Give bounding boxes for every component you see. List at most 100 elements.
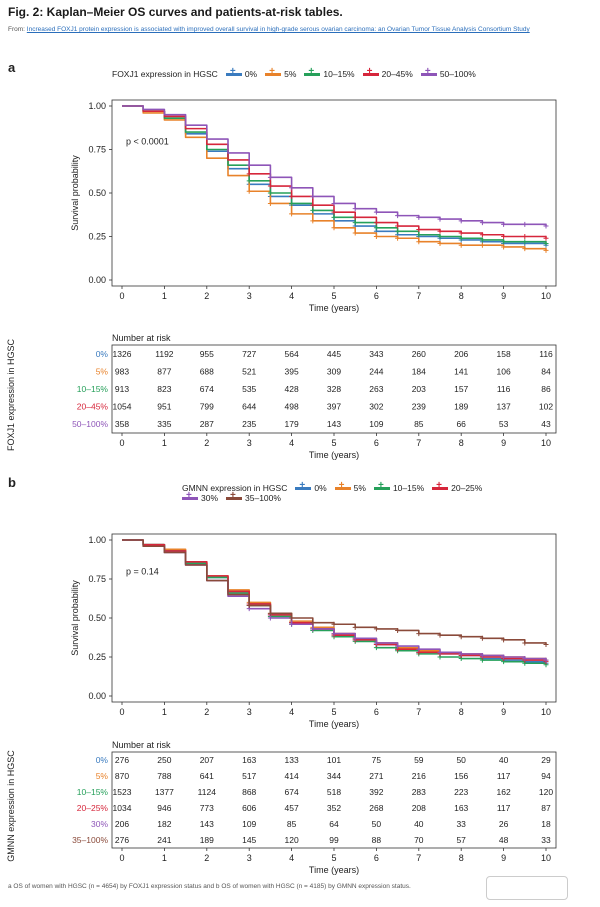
risk-count: 59: [414, 755, 424, 765]
risk-count: 120: [285, 835, 299, 845]
censor-mark-a: [352, 230, 358, 236]
legend-b-swatch: [432, 480, 449, 491]
censor-mark-a: [479, 232, 485, 238]
risk-count: 283: [412, 787, 426, 797]
legend-a-swatch: [420, 66, 437, 77]
risk-count: 70: [414, 835, 424, 845]
source-article-link[interactable]: Increased FOXJ1 protein expression is as…: [26, 26, 530, 33]
censor-mark-a: [479, 242, 485, 248]
censor-mark-b: [289, 621, 295, 627]
risk-count: 1523: [113, 787, 132, 797]
risk-x-tick-label: 6: [374, 438, 379, 448]
legend-b-swatch: [295, 480, 312, 491]
risk-count: 302: [369, 402, 383, 412]
censor-mark-a: [501, 244, 507, 250]
x-tick-label: 1: [162, 707, 167, 717]
censor-mark-a: [522, 221, 528, 227]
risk-x-tick-label: 8: [459, 853, 464, 863]
risk-x-tick-label: 4: [289, 438, 294, 448]
censor-mark-a: [458, 230, 464, 236]
legend-a-label: 20–45%: [381, 69, 413, 79]
censor-mark-a: [373, 209, 379, 215]
risk-count: 788: [157, 771, 171, 781]
censor-mark-a: [267, 190, 273, 196]
km-chart-b: 0.00 0.25 0.50 0.75 1.00 0 1 2 3 4 5 6 7 8 9 10 Time (ye…: [70, 533, 557, 729]
y-tick-label: 0.50: [88, 188, 106, 198]
risk-count: 344: [327, 771, 341, 781]
legend-a-swatch: [304, 66, 321, 77]
y-tick-label: 0.75: [88, 574, 106, 584]
risk-x-axis-title: Time (years): [309, 865, 359, 875]
legend-a-label: 50–100%: [439, 69, 476, 79]
figure-footnote: a OS of women with HGSC (n = 4654) by FO…: [8, 883, 411, 890]
risk-row-label: 10–15%: [77, 384, 109, 394]
legend-b-swatch: [182, 490, 198, 501]
risk-count: 179: [285, 419, 299, 429]
risk-count: 773: [200, 803, 214, 813]
legend-b-item: 10–15%: [373, 480, 424, 493]
censor-mark-a: [246, 162, 252, 168]
risk-count: 535: [242, 384, 256, 394]
risk-count: 250: [157, 755, 171, 765]
x-tick-label: 4: [289, 291, 294, 301]
risk-count: 84: [541, 366, 551, 376]
censor-mark-b: [416, 631, 422, 637]
censor-mark-a: [331, 214, 337, 220]
censor-mark-a: [289, 211, 295, 217]
risk-count: 414: [285, 771, 299, 781]
x-tick-label: 6: [374, 707, 379, 717]
risk-count: 727: [242, 349, 256, 359]
risk-x-tick-label: 4: [289, 853, 294, 863]
risk-row-label: 5%: [96, 771, 109, 781]
risk-count: 397: [327, 402, 341, 412]
risk-count: 117: [497, 771, 511, 781]
panel-letter-a: a: [8, 60, 16, 75]
censor-mark-a: [352, 214, 358, 220]
risk-count: 688: [200, 366, 214, 376]
censor-mark-a: [458, 218, 464, 224]
risk-count: 109: [242, 819, 256, 829]
corner-button[interactable]: [486, 876, 568, 900]
risk-x-tick-label: 8: [459, 438, 464, 448]
censor-mark-b: [458, 651, 464, 657]
censor-mark-a: [267, 200, 273, 206]
censor-mark-a: [543, 235, 549, 241]
risk-count: 606: [242, 803, 256, 813]
risk-count: 143: [327, 419, 341, 429]
censor-mark-a: [310, 207, 316, 213]
risk-row-label: 0%: [96, 349, 109, 359]
legend-b-swatch: [226, 490, 243, 501]
risk-count: 88: [372, 835, 382, 845]
legend-a-item: 5%: [265, 66, 296, 79]
risk-count: 309: [327, 366, 341, 376]
risk-row-label: 0%: [96, 755, 109, 765]
risk-count: 235: [242, 419, 256, 429]
risk-count: 276: [115, 755, 129, 765]
source-prefix: From:: [8, 26, 25, 33]
risk-count: 1034: [113, 803, 132, 813]
risk-count: 913: [115, 384, 129, 394]
censor-mark-a: [395, 228, 401, 234]
censor-mark-a: [267, 183, 273, 189]
risk-count: 106: [497, 366, 511, 376]
risk-x-tick-label: 5: [331, 853, 336, 863]
risk-count: 263: [369, 384, 383, 394]
risk-count: 189: [200, 835, 214, 845]
censor-mark-a: [289, 185, 295, 191]
risk-row-label: 20–45%: [77, 402, 109, 412]
risk-count: 239: [412, 402, 426, 412]
censor-mark-a: [501, 234, 507, 239]
risk-x-tick-label: 10: [541, 438, 551, 448]
risk-count: 428: [285, 384, 299, 394]
legend-b-label: 0%: [314, 483, 327, 493]
censor-mark-b: [501, 654, 507, 660]
risk-x-tick-label: 5: [331, 438, 336, 448]
risk-count: 1326: [113, 349, 132, 359]
risk-table-title-a: Number at risk: [112, 333, 171, 343]
risk-count: 18: [541, 819, 551, 829]
risk-count: 50: [456, 755, 466, 765]
legend-a-item: 50–100%: [420, 66, 476, 79]
risk-count: 85: [287, 819, 297, 829]
censor-mark-a: [416, 227, 422, 233]
censor-mark-a: [246, 178, 252, 184]
